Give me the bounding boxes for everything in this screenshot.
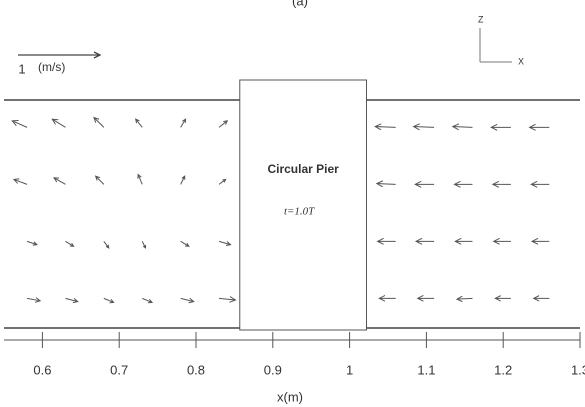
velocity-vector [377,181,396,187]
time-label: t=1.0T [284,206,315,218]
velocity-vector [418,295,434,301]
velocity-vector [181,176,185,184]
velocity-vector [27,241,37,245]
chart-title: (a) [292,0,308,8]
velocity-vector [104,241,109,248]
chart: (a) x(m) 1 (m/s) Z X 0.6 0.7 0.8 0.9 1 1.1 1.2… [0,0,585,407]
velocity-vector [54,178,65,185]
velocity-vector [65,241,73,246]
velocity-vector [219,121,227,128]
x-tick-label: 1 [346,362,353,377]
velocity-vector [455,238,472,244]
velocity-vector [94,118,104,128]
x-tick-label: 1.3 [571,362,585,377]
velocity-vector [219,297,235,303]
velocity-vector [531,181,549,187]
scale-value: 1 [18,61,25,76]
x-tick-label: 0.8 [187,362,205,377]
velocity-vector [136,119,143,127]
velocity-vector [219,241,230,245]
velocity-vector [530,124,550,130]
velocity-vector [491,124,511,130]
scale-arrow [18,52,100,58]
velocity-vector [181,119,186,127]
x-tick-label: 1.1 [417,362,435,377]
velocity-vector [493,181,511,187]
velocity-vector [416,238,434,244]
velocity-vector [12,121,27,128]
velocity-vector [375,124,396,130]
velocity-vector [138,175,142,185]
velocity-vector [494,238,511,244]
velocity-vector [415,181,434,187]
scale-unit: (m/s) [38,60,65,74]
velocity-vector [453,124,473,130]
velocity-vector [457,296,473,301]
velocity-vector [532,238,549,244]
velocity-vector [27,298,40,303]
velocity-vector [219,179,226,184]
velocity-vector [14,179,27,184]
x-axis-label: x(m) [277,389,303,404]
axis-icon [480,28,512,62]
velocity-vector [378,238,396,244]
x-tick-label: 0.9 [264,362,282,377]
velocity-vector [379,295,395,301]
velocity-vector [454,181,472,187]
pier-label: Circular Pier [267,162,339,176]
velocity-vector [534,296,550,301]
velocity-vector [181,241,189,246]
velocity-vector [495,296,511,301]
velocity-vector [414,124,435,130]
velocity-vector [52,119,65,127]
x-tick-label: 0.6 [33,362,51,377]
velocity-vector [104,298,114,302]
axis-z-label: Z [478,14,484,24]
velocity-vector [181,298,194,303]
velocity-vector [142,241,145,248]
velocity-vector [142,298,152,302]
x-tick-label: 0.7 [110,362,128,377]
velocity-vector [96,176,104,184]
axis-x-label: X [518,56,524,66]
x-tick-label: 1.2 [494,362,512,377]
velocity-vector [65,298,77,302]
